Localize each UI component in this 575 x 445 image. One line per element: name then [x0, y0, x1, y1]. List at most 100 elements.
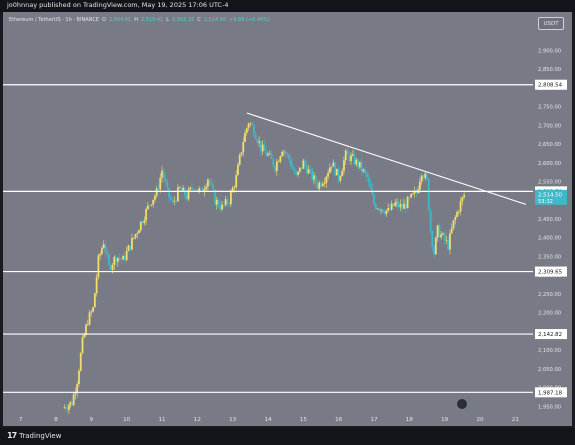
trendline-layer	[246, 112, 527, 205]
time-tick-label: 16	[335, 417, 343, 423]
candle-body	[97, 255, 100, 278]
candle-body	[258, 141, 261, 143]
candle-body	[83, 334, 86, 338]
price-tick-label: 2,400.00	[538, 236, 561, 242]
candle-body	[336, 168, 338, 176]
candle-body	[63, 407, 66, 409]
candle-body	[261, 144, 264, 152]
candle-body	[210, 183, 213, 185]
candle-body	[231, 187, 234, 193]
candle-body	[321, 183, 324, 186]
candle-body	[86, 324, 89, 326]
tradingview-logo-text: TradingView	[19, 431, 62, 440]
time-tick-label: 8	[54, 417, 58, 423]
chart-pane[interactable]	[3, 12, 572, 426]
price-tick-label: 2,750.00	[538, 105, 561, 111]
candle-body	[374, 204, 377, 209]
candle-body	[440, 234, 443, 238]
time-tick-label: 9	[90, 417, 94, 423]
currency-button[interactable]: USDT	[538, 17, 564, 30]
candle-body	[65, 407, 67, 409]
candle-body	[274, 166, 276, 172]
candle-body	[109, 265, 112, 270]
candle-body	[115, 256, 117, 262]
candle-body	[357, 159, 359, 168]
candle-body	[101, 248, 103, 254]
candle-body	[132, 237, 135, 239]
candle-body	[341, 170, 344, 177]
symbol-legend: Ethereum / TetherUS · 1h · BINANCE O 2,5…	[9, 17, 270, 23]
symbol-name[interactable]: Ethereum / TetherUS · 1h · BINANCE	[9, 17, 100, 23]
candle-body	[293, 168, 296, 174]
time-tick-label: 11	[158, 417, 166, 423]
candle-body	[330, 166, 333, 168]
candle-body	[403, 203, 405, 209]
candle-body	[175, 200, 178, 202]
candle-body	[242, 141, 245, 153]
open-value: 2,504.61	[108, 17, 132, 23]
candle-body	[290, 159, 292, 167]
candle-body	[452, 220, 455, 229]
candle-body	[334, 162, 337, 176]
candle-body	[238, 155, 241, 165]
candle-body	[450, 228, 453, 234]
time-tick-label: 17	[370, 417, 378, 423]
candle-body	[191, 187, 193, 189]
candle-body	[381, 209, 384, 213]
candle-body	[438, 225, 441, 238]
time-tick-label: 18	[406, 417, 414, 423]
candle-body	[401, 204, 404, 209]
candle-body	[221, 204, 223, 210]
candle-body	[389, 207, 391, 210]
countdown-label: 53:32	[538, 199, 553, 205]
candle-body	[380, 209, 382, 211]
candle-body	[364, 169, 367, 173]
candle-body	[328, 167, 331, 174]
candle-body	[111, 265, 114, 270]
candle-body	[427, 178, 430, 210]
candle-body	[434, 237, 437, 255]
candle-body	[339, 176, 342, 181]
candle-body	[203, 189, 206, 192]
candle-body	[367, 177, 370, 182]
time-tick-label: 14	[264, 417, 272, 423]
candle-body	[463, 194, 465, 198]
candle-body	[244, 132, 246, 142]
candle-body	[406, 197, 409, 209]
level-price-tag	[535, 79, 567, 90]
candle-body	[318, 182, 321, 189]
candle-body	[422, 175, 425, 179]
candle-body	[150, 204, 153, 206]
price-tick-label: 2,900.00	[538, 48, 561, 54]
tradingview-logo[interactable]: 17 TradingView	[7, 431, 61, 440]
price-tick-label: 2,450.00	[538, 217, 561, 223]
candle-body	[369, 181, 372, 189]
candle-body	[309, 169, 312, 170]
level-price-tag	[535, 266, 567, 277]
candle-body	[194, 189, 197, 191]
candle-body	[267, 153, 269, 156]
candle-body	[316, 183, 319, 189]
footer-bar	[0, 428, 575, 445]
candle-body	[445, 239, 448, 241]
candle-body	[116, 258, 119, 262]
candle-body	[362, 169, 365, 172]
candle-body	[92, 307, 94, 312]
candle-body	[279, 156, 282, 162]
candle-body	[344, 150, 347, 161]
candle-body	[125, 251, 128, 261]
candle-body	[313, 175, 315, 180]
high-value: 2,519.41	[140, 17, 164, 23]
level-price-label: 2,142.82	[538, 332, 562, 338]
candle-body	[411, 193, 414, 195]
candle-body	[148, 205, 151, 207]
level-price-label: 2,309.65	[538, 270, 562, 276]
open-label: O	[102, 17, 106, 23]
candle-body	[284, 151, 287, 154]
candle-body	[350, 155, 352, 162]
candle-body	[286, 153, 289, 155]
high-label: H	[134, 17, 138, 23]
candle-body	[90, 311, 93, 313]
candle-body	[447, 239, 450, 250]
